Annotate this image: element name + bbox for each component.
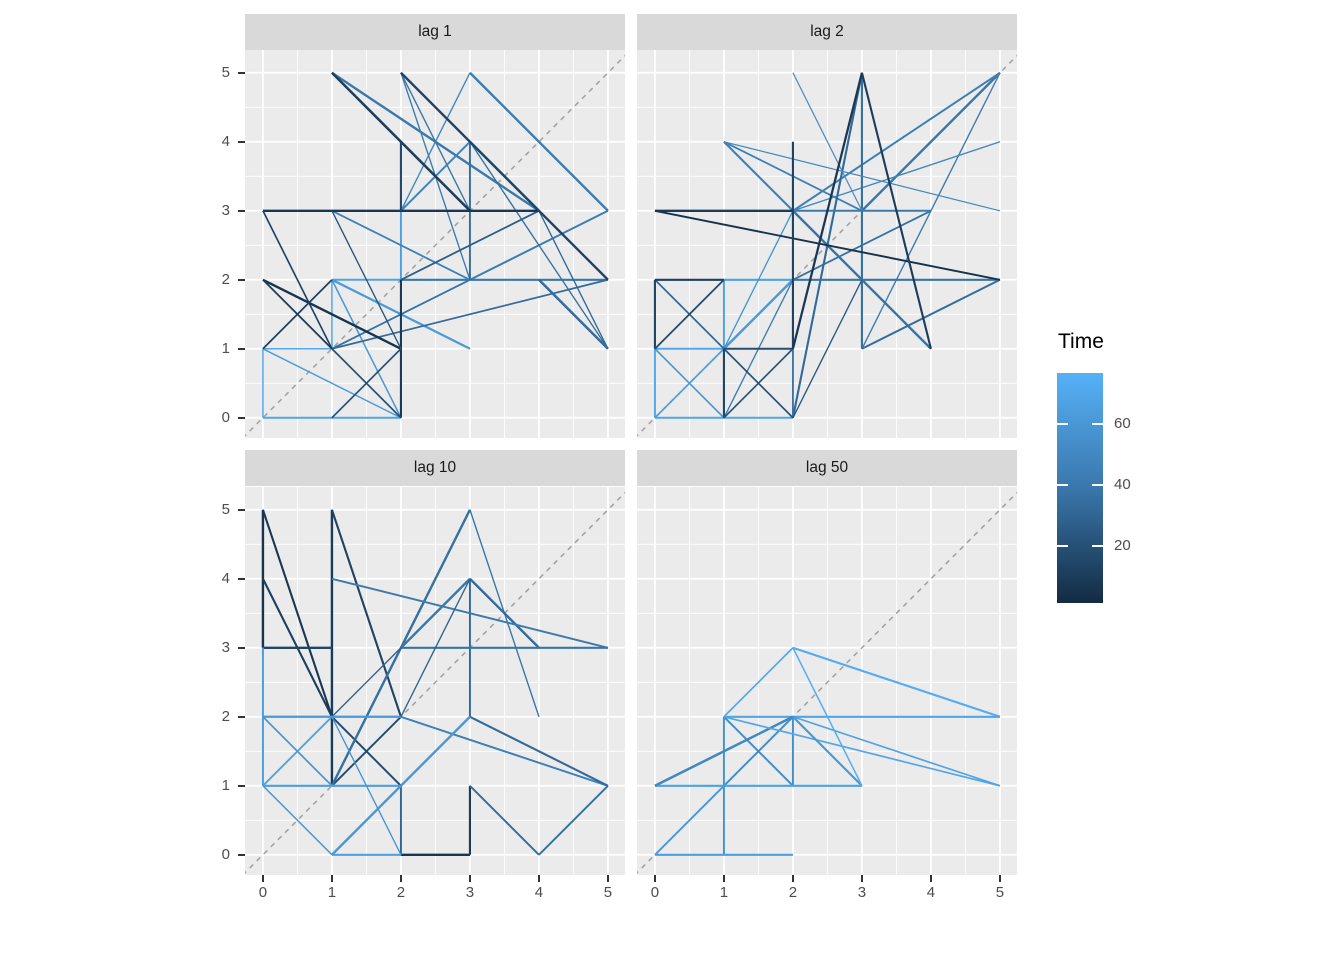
x-tick-label: 5 — [995, 884, 1005, 901]
panel-lag-10 — [245, 487, 625, 875]
x-axis-tick — [792, 875, 794, 882]
x-axis-tick — [331, 875, 333, 882]
colorbar-tick — [1092, 544, 1103, 547]
y-tick-label: 1 — [221, 776, 230, 794]
y-axis-tick — [238, 416, 245, 419]
facet-strip-lag-50: lag 50 — [637, 450, 1017, 486]
y-axis-ticks-bottom — [238, 487, 245, 875]
y-axis-tick — [238, 71, 245, 74]
facet-strip-lag-1: lag 1 — [245, 14, 625, 50]
x-tick-label: 0 — [650, 884, 660, 901]
panel-lag-2 — [637, 50, 1017, 438]
lag-10-plot — [245, 487, 625, 875]
x-axis-tick — [930, 875, 932, 882]
y-axis-tick — [238, 784, 245, 787]
x-tick-label: 5 — [603, 884, 613, 901]
y-axis-tick — [238, 140, 245, 143]
x-axis-tick — [723, 875, 725, 882]
y-axis-tick — [238, 209, 245, 212]
x-axis-tick — [400, 875, 402, 882]
facet-strip-label: lag 50 — [805, 459, 849, 476]
colorbar-tick — [1057, 483, 1068, 486]
colorbar-tick — [1057, 544, 1068, 547]
y-tick-label: 3 — [221, 201, 230, 219]
x-axis-tick — [538, 875, 540, 882]
y-tick-label: 2 — [221, 270, 230, 288]
x-tick-label: 2 — [396, 884, 406, 901]
colorbar-tick — [1092, 483, 1103, 486]
y-axis-tick — [238, 853, 245, 856]
x-tick-label: 2 — [788, 884, 798, 901]
panel-lag-1 — [245, 50, 625, 438]
legend-tick-label: 60 — [1114, 415, 1131, 433]
facet-strip-label: lag 2 — [810, 23, 844, 40]
y-axis-tick — [238, 508, 245, 511]
colorbar-tick — [1057, 423, 1068, 426]
x-axis-tick — [861, 875, 863, 882]
x-tick-label: 3 — [857, 884, 867, 901]
x-axis-labels-right: 0 1 2 3 4 5 — [637, 884, 1017, 904]
legend-title: Time — [1058, 330, 1104, 353]
x-tick-label: 1 — [327, 884, 337, 901]
y-axis-ticks-top — [238, 50, 245, 438]
lag-2-plot — [637, 50, 1017, 438]
x-axis-tick — [607, 875, 609, 882]
y-tick-label: 1 — [221, 339, 230, 357]
x-axis-ticks-right — [637, 875, 1017, 882]
facet-strip-lag-2: lag 2 — [637, 14, 1017, 50]
x-axis-tick — [654, 875, 656, 882]
y-axis-labels-bottom: 0 1 2 3 4 5 — [188, 487, 230, 875]
y-tick-label: 4 — [221, 132, 230, 150]
colorbar-tick — [1092, 423, 1103, 426]
y-tick-label: 5 — [221, 500, 230, 518]
x-tick-label: 0 — [258, 884, 268, 901]
panel-lag-50 — [637, 487, 1017, 875]
x-axis-tick — [999, 875, 1001, 882]
lag-50-plot — [637, 487, 1017, 875]
facet-strip-label: lag 1 — [418, 23, 452, 40]
legend-tick-label: 40 — [1114, 475, 1131, 493]
colorbar — [1057, 373, 1103, 603]
lag-1-plot — [245, 50, 625, 438]
y-tick-label: 5 — [221, 63, 230, 81]
y-axis-tick — [238, 577, 245, 580]
y-axis-tick — [238, 347, 245, 350]
y-axis-labels-top: 0 1 2 3 4 5 — [188, 50, 230, 438]
x-axis-labels-left: 0 1 2 3 4 5 — [245, 884, 625, 904]
y-axis-tick — [238, 278, 245, 281]
y-tick-label: 0 — [221, 408, 230, 426]
y-tick-label: 4 — [221, 569, 230, 587]
facet-strip-label: lag 10 — [413, 459, 457, 476]
facet-strip-lag-10: lag 10 — [245, 450, 625, 486]
x-axis-ticks-left — [245, 875, 625, 882]
y-axis-tick — [238, 715, 245, 718]
y-tick-label: 3 — [221, 638, 230, 656]
x-axis-tick — [469, 875, 471, 882]
y-tick-label: 2 — [221, 707, 230, 725]
x-tick-label: 1 — [719, 884, 729, 901]
y-tick-label: 0 — [221, 845, 230, 863]
x-tick-label: 4 — [926, 884, 936, 901]
x-tick-label: 4 — [534, 884, 544, 901]
x-tick-label: 3 — [465, 884, 475, 901]
y-axis-tick — [238, 646, 245, 649]
legend-tick-label: 20 — [1114, 536, 1131, 554]
x-axis-tick — [262, 875, 264, 882]
